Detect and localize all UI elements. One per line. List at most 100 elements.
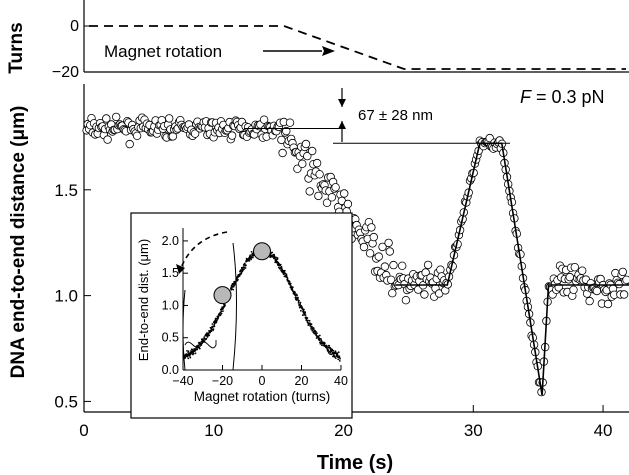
- inset-data-point: [189, 355, 191, 357]
- inset-data-point: [285, 273, 288, 276]
- inset-data-point: [299, 301, 302, 304]
- inset-data-point: [304, 314, 307, 316]
- inset-data-point: [290, 285, 292, 287]
- inset-data-point: [332, 349, 335, 352]
- data-point: [380, 262, 390, 271]
- inset-data-point: [196, 348, 199, 351]
- inset-data-point: [214, 317, 217, 320]
- data-point: [603, 299, 613, 309]
- data-point: [103, 135, 112, 144]
- data-point: [293, 164, 302, 173]
- inset-data-point: [294, 291, 296, 294]
- inset-data-point: [318, 339, 321, 342]
- inset-data-point: [280, 267, 283, 270]
- data-point: [618, 267, 627, 277]
- inset-data-point: [315, 330, 317, 333]
- inset-data-point: [224, 304, 226, 307]
- inset-data-point: [208, 334, 211, 337]
- inset-data-point: [238, 274, 241, 277]
- turns-tick-0: 0: [70, 18, 79, 35]
- data-point: [384, 238, 393, 248]
- inset-data-point: [194, 352, 197, 355]
- x-tick-label: 0: [79, 421, 88, 440]
- inset-data-point: [313, 328, 315, 330]
- data-point: [389, 260, 398, 270]
- inset-data-point: [243, 262, 246, 265]
- inset-data-point: [215, 321, 218, 324]
- inset-data-point: [232, 288, 235, 291]
- y-axis-label: DNA end-to-end distance (μm): [8, 106, 29, 379]
- inset-data-point: [276, 257, 279, 259]
- inset-data-point: [278, 263, 280, 265]
- inset-data-point: [249, 254, 252, 257]
- inset-data-point: [203, 336, 206, 338]
- inset-data-point: [308, 319, 311, 322]
- data-point: [378, 242, 387, 252]
- magnet-rotation-arrow: [263, 46, 335, 56]
- inset-data-point: [299, 303, 302, 305]
- inset-data-point: [220, 312, 223, 315]
- data-point: [227, 131, 237, 140]
- inset-x-axis-label: Magnet rotation (turns): [194, 389, 331, 404]
- main-data-points: [82, 112, 629, 397]
- x-axis-label: Time (s): [317, 452, 393, 474]
- inset-data-point: [283, 269, 286, 272]
- step-size-label: 67 ± 28 nm: [358, 107, 433, 124]
- data-point: [386, 275, 396, 284]
- inset-y-tick-label: 0.0: [162, 363, 179, 377]
- inset-data-point: [244, 267, 247, 269]
- inset-y-tick-label: 1.5: [162, 266, 179, 280]
- data-point: [312, 158, 322, 168]
- data-point: [164, 114, 174, 123]
- inset-bead: [213, 286, 232, 305]
- inset-data-point: [304, 311, 307, 314]
- inset-x-tick-label: 40: [334, 374, 348, 388]
- inset-bead: [253, 242, 271, 261]
- inset-tethers: [182, 242, 237, 371]
- force-label-value: = 0.3 pN: [531, 87, 605, 107]
- inset-data-point: [303, 308, 305, 311]
- inset-data-point: [334, 350, 337, 353]
- inset-data-point: [222, 307, 225, 310]
- inset-data-point: [296, 294, 298, 297]
- inset-data-point: [279, 263, 282, 266]
- data-point: [282, 126, 291, 136]
- data-point: [578, 266, 587, 275]
- inset-data-point: [248, 259, 251, 262]
- inset-data-point: [330, 353, 333, 356]
- inset-data-point: [245, 264, 247, 267]
- inset-data-point: [321, 344, 323, 347]
- inset-data-point: [317, 335, 320, 338]
- inset-data-point: [275, 256, 277, 259]
- data-point: [398, 261, 407, 270]
- inset-data-point: [337, 358, 340, 361]
- inset-data-point: [289, 282, 292, 285]
- inset-data-point: [252, 256, 254, 259]
- data-point: [622, 275, 629, 284]
- inset-data-point: [250, 258, 253, 261]
- inset-data-point: [187, 357, 190, 360]
- force-label-symbol: F: [520, 87, 532, 107]
- inset-data-point: [306, 317, 309, 319]
- data-point: [569, 285, 578, 294]
- inset-data-point: [220, 310, 223, 313]
- inset-data-point: [203, 340, 206, 342]
- inset-beads: [213, 242, 271, 305]
- inset-data-point: [187, 350, 190, 353]
- inset-x-tick-label: 0: [259, 374, 266, 388]
- inset-data-point: [339, 357, 341, 360]
- data-point: [423, 260, 433, 270]
- inset-y-axis-label: End-to-end dist. (μm): [136, 239, 151, 361]
- inset-data-point: [237, 278, 239, 281]
- data-point: [343, 199, 353, 209]
- y-tick-label: 0.5: [54, 392, 78, 411]
- inset-y-tick-label: 2.0: [162, 234, 179, 248]
- inset-data-point: [232, 285, 235, 288]
- inset-data-point: [243, 268, 245, 271]
- inset-data-point: [294, 293, 297, 295]
- inset-data-point: [307, 319, 309, 322]
- turns-axis-label: Turns: [6, 22, 27, 73]
- inset-data-point: [189, 356, 192, 359]
- inset-data-point: [298, 299, 300, 302]
- inset-data-point: [271, 251, 274, 254]
